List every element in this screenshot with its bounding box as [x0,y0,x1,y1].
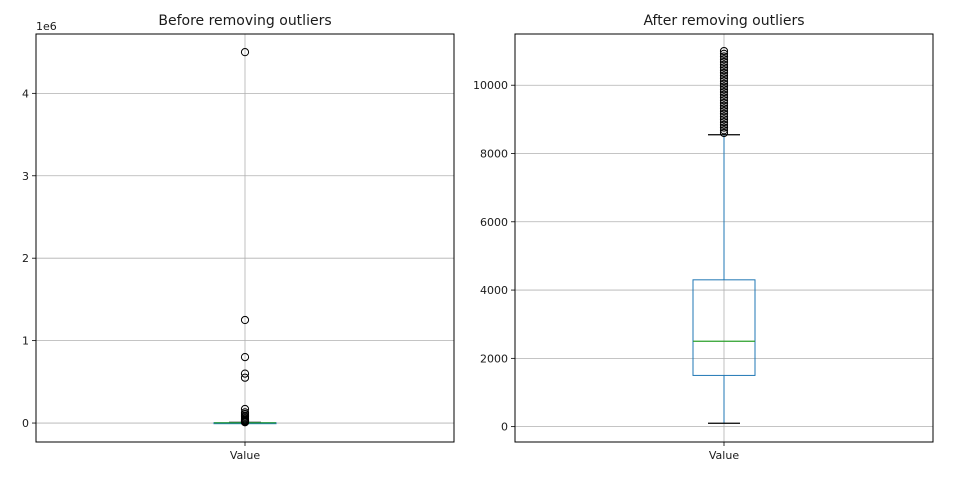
outlier-point [719,71,729,80]
y-tick-label: 6000 [480,216,508,229]
outlier-point [719,104,729,113]
y-scale-note: 1e6 [36,20,57,33]
outlier-point [719,109,729,118]
outlier-point [719,93,729,102]
outlier-point [719,57,729,67]
outlier-point [719,82,729,91]
y-tick-label: 0 [22,417,29,430]
outlier-point [240,373,250,382]
y-tick-label: 4000 [480,284,508,297]
outlier-point [719,63,729,72]
y-tick-label: 3 [22,170,29,183]
chart-title: After removing outliers [643,13,804,29]
y-tick-label: 0 [501,421,508,434]
outlier-point [240,353,250,362]
outlier-point [719,115,729,124]
outlier-point [719,90,729,99]
y-tick-label: 2000 [480,352,508,365]
chart-panel-2: After removing outliers 0 2000 4000 6000 8000… [473,13,934,462]
outlier-point [719,112,729,121]
outlier-point [719,96,729,105]
outlier-point [719,85,729,94]
outlier-point [240,418,250,427]
y-tick-label: 8000 [480,147,508,160]
outlier-point [719,46,729,56]
outlier-point [719,77,729,86]
outlier-point [719,126,729,135]
outlier-point [240,315,250,325]
outlier-point [719,98,729,108]
outlier-point [719,49,729,58]
axes-frame [514,33,934,443]
axes-frame [35,33,455,443]
box-iqr [692,279,756,376]
outlier-point [719,79,729,88]
outlier-point [719,68,729,78]
outlier-point [719,55,729,64]
outlier-point [719,123,729,132]
y-tick-label: 2 [22,252,29,265]
outlier-point [719,74,729,83]
y-tick-label: 1 [22,335,29,348]
y-tick-label: 4 [22,87,29,100]
outlier-point [719,117,729,127]
outlier-point [719,60,729,69]
outlier-point [719,52,729,61]
outlier-point [240,369,250,378]
outlier-point [240,48,250,57]
outlier-point [719,128,729,138]
outlier-point [719,107,729,116]
outlier-point [240,404,250,414]
outlier-point [719,101,729,110]
x-tick-label: Value [230,449,260,462]
outlier-point [719,87,729,97]
y-tick-label: 10000 [473,79,508,92]
chart-panel-1: Before removing outliers 1e6 0 1 2 3 4 Value [22,13,455,462]
outlier-point [719,66,729,75]
chart-title: Before removing outliers [158,13,331,29]
x-tick-label: Value [709,449,739,462]
outlier-point [719,120,729,129]
